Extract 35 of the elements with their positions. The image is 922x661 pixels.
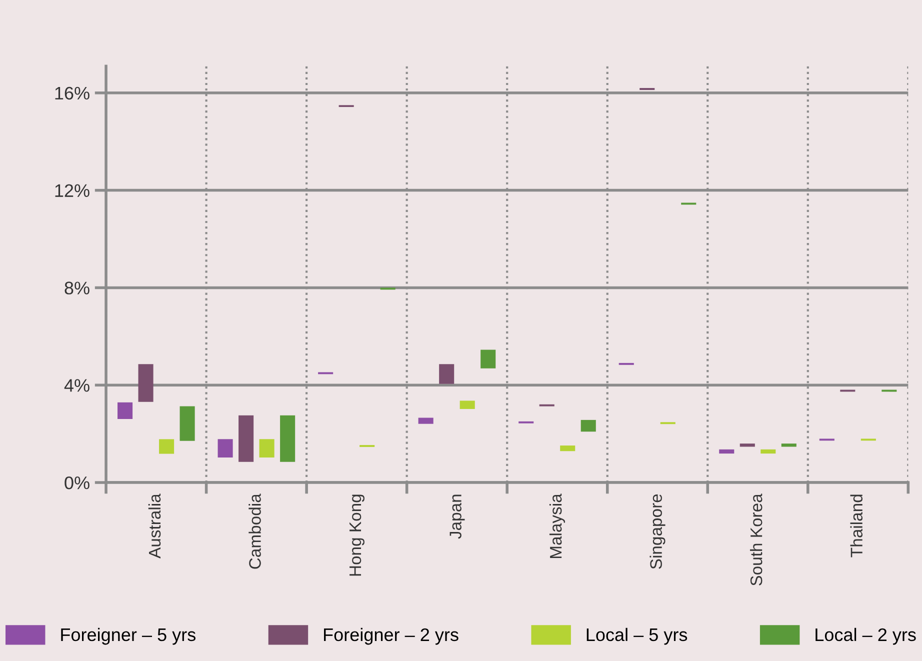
bar <box>580 420 596 432</box>
bar <box>740 444 755 447</box>
bar <box>560 446 576 452</box>
bar <box>719 449 734 454</box>
x-tick-label: Hong Kong <box>350 494 364 576</box>
y-tick-label: 0% <box>64 476 90 490</box>
legend-label: Foreigner – 2 yrs <box>324 628 458 645</box>
bar <box>138 364 154 402</box>
bar <box>280 415 296 462</box>
legend-label: Local – 2 yrs <box>816 628 916 645</box>
bar <box>760 449 776 454</box>
y-tick-label: 12% <box>55 184 90 197</box>
bar <box>159 439 174 454</box>
y-tick-label: 8% <box>64 282 90 294</box>
x-tick-label: Singapore <box>650 494 666 569</box>
bar <box>180 406 195 441</box>
legend-label: Local – 5 yrs <box>586 628 688 645</box>
bar <box>480 350 496 368</box>
bar <box>259 439 274 458</box>
bar <box>439 364 454 384</box>
bar <box>460 400 475 409</box>
x-tick-label: Thailand <box>850 494 863 558</box>
bar <box>238 415 254 462</box>
x-tick-label: South Korea <box>750 494 762 586</box>
x-tick-label: Cambodia <box>248 494 261 569</box>
bar <box>118 402 133 419</box>
x-tick-label: Australia <box>148 494 161 558</box>
y-tick-label: 4% <box>64 379 90 392</box>
legend-label: Foreigner – 5 yrs <box>61 628 196 645</box>
x-tick-label: Malaysia <box>549 494 565 558</box>
bar <box>218 439 233 458</box>
bar <box>781 444 796 447</box>
bar <box>418 418 434 424</box>
x-tick-label: Japan <box>450 494 465 539</box>
y-tick-label: 16% <box>55 86 90 100</box>
